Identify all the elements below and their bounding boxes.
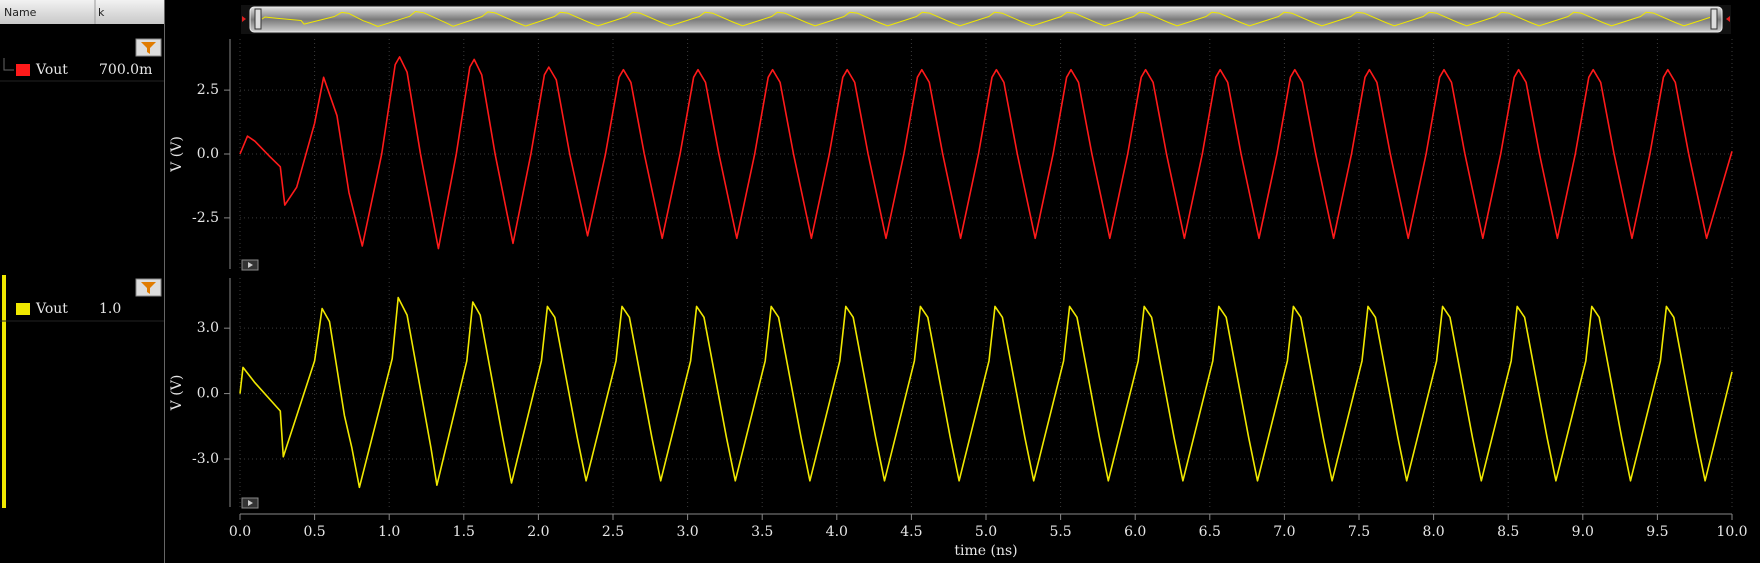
thumb-handle[interactable]	[1710, 8, 1718, 30]
x-tick-label: 0.5	[303, 524, 325, 540]
waveform	[239, 56, 1733, 250]
x-tick-label: 4.5	[900, 524, 922, 540]
x-tick-label: 3.5	[751, 524, 773, 540]
selection-bar	[2, 275, 6, 508]
signal-k: 700.0m	[99, 62, 152, 78]
header-k: k	[98, 6, 105, 19]
x-tick-label: 9.5	[1646, 524, 1668, 540]
x-tick-label: 5.5	[1049, 524, 1071, 540]
y-tick-label: 0.0	[197, 386, 219, 402]
y-axis-label: V (V)	[169, 375, 185, 412]
x-tick-label: 2.0	[527, 524, 549, 540]
legend-swatch	[16, 64, 30, 76]
overview-thumb[interactable]	[249, 6, 1723, 33]
legend-name: Vout	[35, 301, 68, 317]
x-tick-label: 7.0	[1273, 524, 1295, 540]
y-tick-label: 3.0	[197, 320, 219, 336]
x-tick-label: 7.5	[1348, 524, 1370, 540]
legend-swatch	[16, 303, 30, 315]
x-tick-label: 1.0	[378, 524, 400, 540]
x-tick-label: 2.5	[602, 524, 624, 540]
thumb-handle[interactable]	[254, 8, 262, 30]
x-tick-label: 9.0	[1572, 524, 1594, 540]
x-tick-label: 8.5	[1497, 524, 1519, 540]
x-tick-label: 5.0	[975, 524, 997, 540]
x-tick-label: 3.0	[676, 524, 698, 540]
x-tick-label: 1.5	[453, 524, 475, 540]
x-tick-label: 0.0	[229, 524, 251, 540]
y-axis-label: V (V)	[169, 136, 185, 173]
x-tick-label: 6.5	[1199, 524, 1221, 540]
x-axis-label: time (ns)	[954, 543, 1017, 559]
y-tick-label: 2.5	[197, 82, 219, 98]
x-tick-label: 6.0	[1124, 524, 1146, 540]
filter-button[interactable]	[135, 278, 162, 297]
scroll-right[interactable]	[1726, 16, 1730, 22]
legend-name: Vout	[35, 62, 68, 78]
filter-button[interactable]	[135, 38, 162, 57]
expand-arrow	[248, 500, 253, 506]
x-tick-label: 8.0	[1422, 524, 1444, 540]
y-tick-label: -2.5	[192, 210, 219, 226]
y-tick-label: 0.0	[197, 146, 219, 162]
waveform	[239, 296, 1733, 489]
x-tick-label: 4.0	[826, 524, 848, 540]
signal-k: 1.0	[99, 301, 121, 317]
tree-line	[3, 58, 14, 71]
scroll-left[interactable]	[242, 16, 246, 22]
panel-header	[0, 0, 164, 24]
header-name: Name	[4, 6, 37, 19]
x-tick-label: 10.0	[1716, 524, 1747, 540]
y-tick-label: -3.0	[192, 451, 219, 467]
overview-waveform	[261, 11, 1711, 27]
expand-arrow	[248, 262, 253, 268]
